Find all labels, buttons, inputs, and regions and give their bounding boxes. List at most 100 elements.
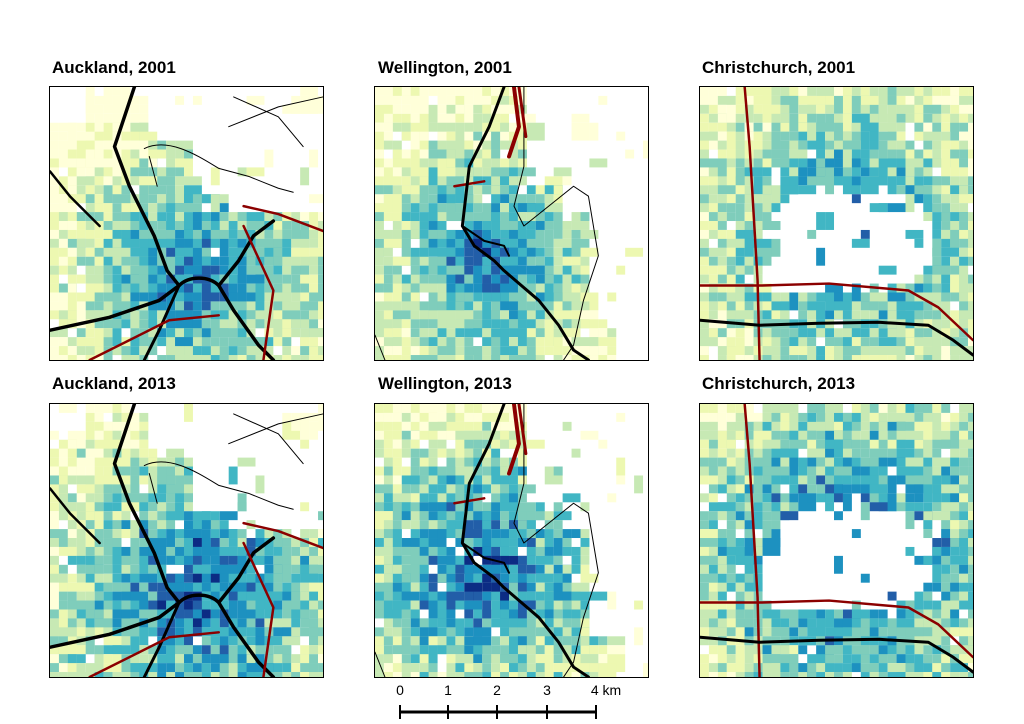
density-cell xyxy=(700,609,718,619)
density-cell xyxy=(500,355,510,360)
density-cell xyxy=(282,555,292,565)
density-cell xyxy=(717,663,727,673)
density-cell xyxy=(726,140,745,150)
density-cell xyxy=(509,256,518,266)
railway xyxy=(242,521,323,550)
density-cell xyxy=(273,546,283,556)
motorway xyxy=(217,219,276,288)
density-cell xyxy=(157,546,167,556)
density-cell xyxy=(553,538,563,556)
density-cell xyxy=(184,484,193,494)
density-cell xyxy=(184,654,193,664)
density-cell xyxy=(201,654,211,664)
density-cell xyxy=(309,564,323,574)
density-cell xyxy=(860,122,879,132)
density-cell xyxy=(103,600,113,610)
density-cell xyxy=(157,301,167,311)
density-cell xyxy=(428,176,438,186)
density-cell xyxy=(148,185,167,195)
density-cell xyxy=(166,158,176,168)
density-cell xyxy=(553,618,563,628)
density-cell xyxy=(428,113,438,123)
density-cell xyxy=(401,346,411,356)
density-cell xyxy=(410,274,420,284)
density-cell xyxy=(446,493,456,503)
density-cell xyxy=(58,404,77,413)
density-cell xyxy=(428,448,438,458)
density-cell xyxy=(85,546,95,556)
density-cell xyxy=(860,104,870,114)
density-cell xyxy=(121,609,131,628)
density-cell xyxy=(825,176,835,195)
density-cell xyxy=(175,185,185,204)
density-cell xyxy=(526,256,536,266)
density-cell xyxy=(905,502,915,512)
density-cell xyxy=(700,256,709,266)
density-cell xyxy=(941,203,951,213)
density-cell xyxy=(825,663,835,673)
density-cell xyxy=(535,564,545,574)
density-cell xyxy=(950,421,960,440)
density-cell xyxy=(273,310,283,320)
density-cell xyxy=(535,337,545,347)
density-cell xyxy=(753,167,763,177)
density-cell xyxy=(121,600,131,610)
density-cell xyxy=(383,609,402,619)
density-cell xyxy=(932,203,942,213)
density-cell xyxy=(309,600,323,610)
density-cell xyxy=(318,546,323,556)
density-cell xyxy=(526,265,545,275)
density-cell xyxy=(318,404,323,413)
density-cell xyxy=(464,520,474,539)
density-cell xyxy=(392,430,402,440)
density-cell xyxy=(410,493,420,503)
density-cell xyxy=(834,672,843,677)
density-cell xyxy=(482,466,501,476)
density-cell xyxy=(860,493,870,503)
density-cell xyxy=(950,600,960,610)
density-cell xyxy=(383,654,402,664)
density-cell xyxy=(896,448,906,467)
density-cell xyxy=(780,663,790,673)
density-cell xyxy=(184,404,193,422)
density-cell xyxy=(103,167,113,177)
density-cell xyxy=(85,404,95,413)
density-cell xyxy=(941,573,951,583)
density-cell xyxy=(446,627,456,637)
density-cell xyxy=(85,301,95,311)
density-cell xyxy=(607,292,617,302)
density-cell xyxy=(112,319,122,329)
density-cell xyxy=(273,221,283,230)
density-cell xyxy=(237,274,247,284)
density-cell xyxy=(112,672,122,677)
density-cell xyxy=(941,520,951,539)
density-cell xyxy=(67,185,77,195)
density-cell xyxy=(700,167,709,177)
density-cell xyxy=(589,337,599,347)
density-cell xyxy=(932,663,942,677)
density-cell xyxy=(255,310,274,320)
density-cell xyxy=(589,654,599,664)
density-cell xyxy=(139,203,149,213)
density-cell xyxy=(941,87,960,96)
density-cell xyxy=(375,140,384,159)
density-cell xyxy=(112,555,122,565)
density-cell xyxy=(526,520,536,530)
density-cell xyxy=(735,355,745,360)
density-cell xyxy=(464,185,474,204)
density-cell xyxy=(455,328,465,338)
density-cell xyxy=(383,564,393,574)
density-cell xyxy=(571,672,581,677)
density-cell xyxy=(780,158,790,168)
density-cell xyxy=(67,538,77,547)
density-cell xyxy=(300,337,310,347)
density-cell xyxy=(121,404,131,413)
density-cell xyxy=(735,283,745,302)
density-cell xyxy=(464,301,474,311)
density-cell xyxy=(598,346,608,360)
density-cell xyxy=(941,131,951,150)
density-cell xyxy=(700,292,709,302)
density-cell xyxy=(58,346,68,356)
density-cell xyxy=(130,466,140,476)
density-cell xyxy=(410,167,420,177)
